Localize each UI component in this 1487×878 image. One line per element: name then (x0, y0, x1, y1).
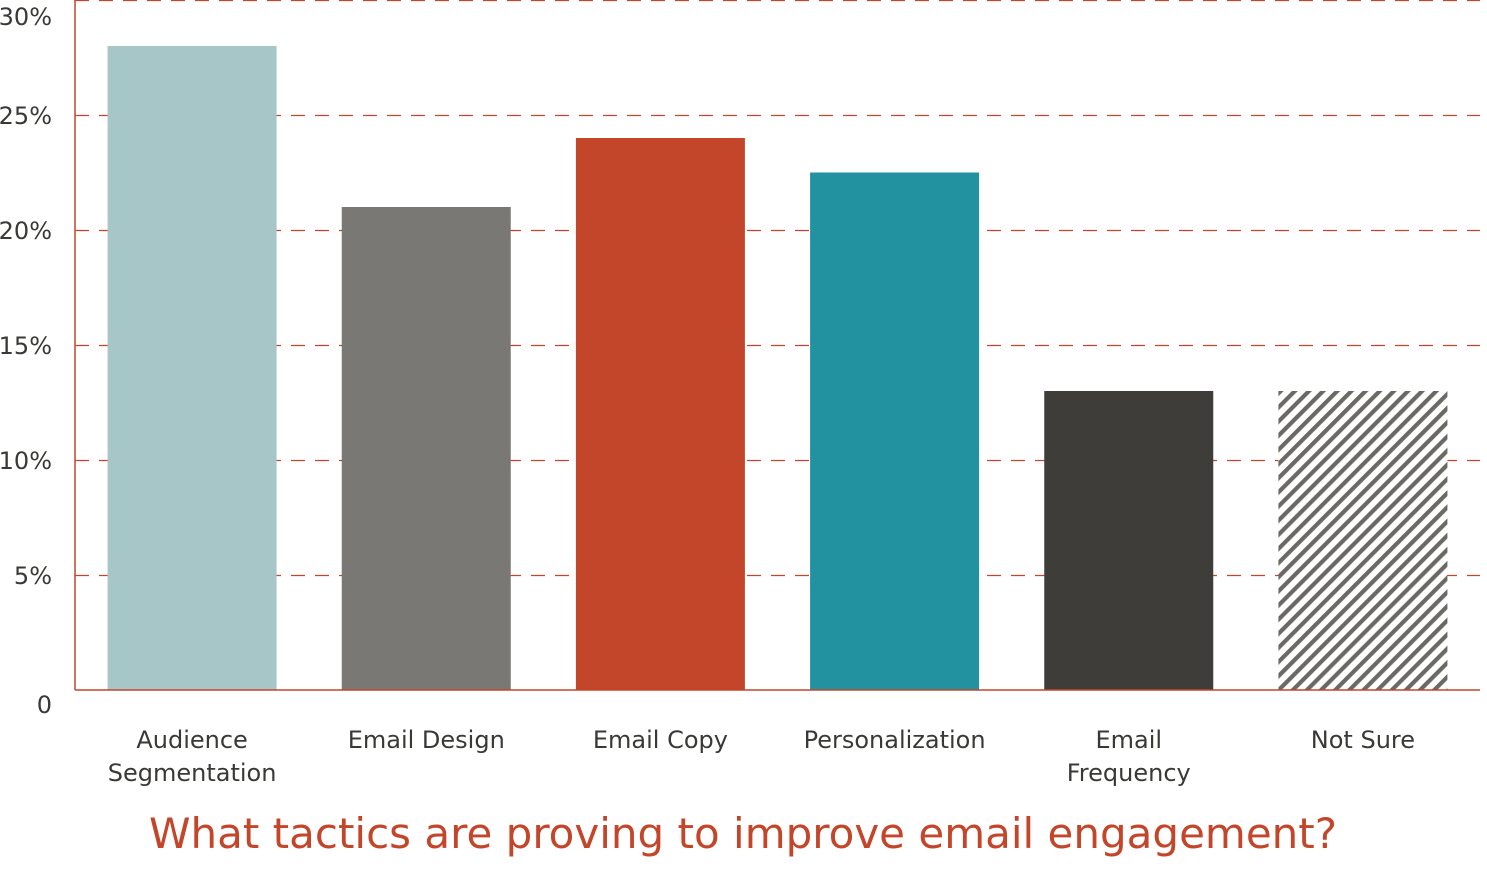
y-tick-labels: 0 5% 10% 15% 20% 25% 30% (0, 3, 52, 719)
category-label: Email Copy (593, 726, 728, 754)
category-label: Not Sure (1311, 726, 1415, 754)
category-label: Audience (136, 726, 247, 754)
y-tick-label: 20% (0, 217, 52, 245)
bars (107, 46, 1448, 690)
category-label: Frequency (1067, 759, 1191, 787)
gridlines (75, 0, 1480, 577)
bar-2 (575, 138, 745, 690)
y-tick-label: 25% (0, 102, 52, 130)
y-tick-label: 15% (0, 332, 52, 360)
y-tick-label: 30% (0, 3, 52, 31)
bar-4 (1044, 391, 1214, 690)
y-tick-label: 0 (37, 691, 52, 719)
bar-3 (810, 172, 980, 690)
y-tick-label: 5% (14, 562, 52, 590)
bar-0 (107, 46, 277, 690)
chart-title: What tactics are proving to improve emai… (149, 809, 1337, 858)
axes (74, 0, 1480, 691)
bar-1 (341, 207, 511, 690)
bar-5 (1278, 391, 1448, 690)
category-label: Personalization (804, 726, 986, 754)
y-tick-label: 10% (0, 447, 52, 475)
category-label: Email Design (348, 726, 505, 754)
category-label: Segmentation (108, 759, 277, 787)
category-labels: Audience Segmentation Email Design Email Co… (108, 726, 1415, 787)
category-label: Email (1095, 726, 1162, 754)
